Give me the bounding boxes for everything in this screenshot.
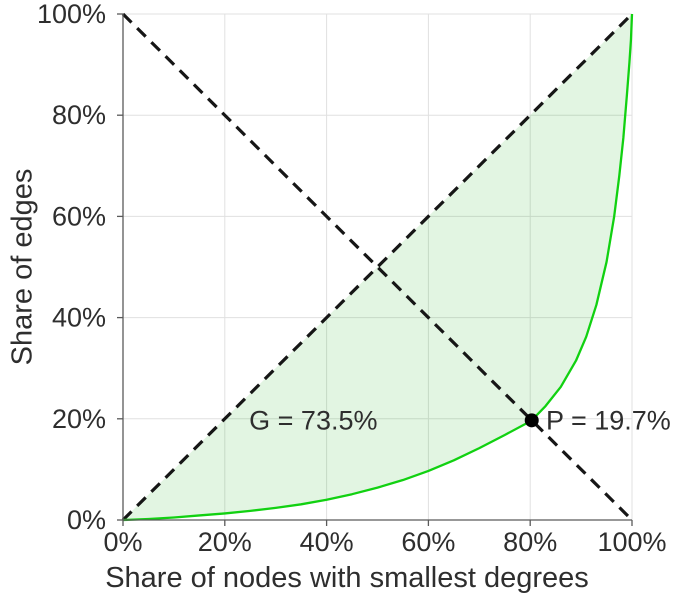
gini-coefficient-annotation: G = 73.5% (249, 405, 377, 435)
x-tick-label: 80% (503, 527, 557, 557)
intersection-point-marker (524, 413, 539, 428)
x-axis-title: Share of nodes with smallest degrees (105, 562, 589, 594)
x-tick-label: 100% (597, 527, 666, 557)
y-tick-label: 100% (37, 0, 106, 29)
gini-area-fill (123, 14, 632, 520)
x-tick-label: 60% (401, 527, 455, 557)
x-tick-label: 40% (300, 527, 354, 557)
y-tick-label: 20% (52, 404, 106, 434)
x-tick-label: 0% (103, 527, 142, 557)
lorenz-curve-line (122, 13, 634, 522)
y-tick-label: 80% (52, 100, 106, 130)
x-tick-label: 20% (198, 527, 252, 557)
y-tick-label: 40% (52, 303, 106, 333)
y-tick-label: 0% (67, 505, 106, 535)
pareto-point-annotation: P = 19.7% (546, 405, 671, 435)
y-tick-label: 60% (52, 201, 106, 231)
y-axis-title: Share of edges (6, 168, 39, 366)
